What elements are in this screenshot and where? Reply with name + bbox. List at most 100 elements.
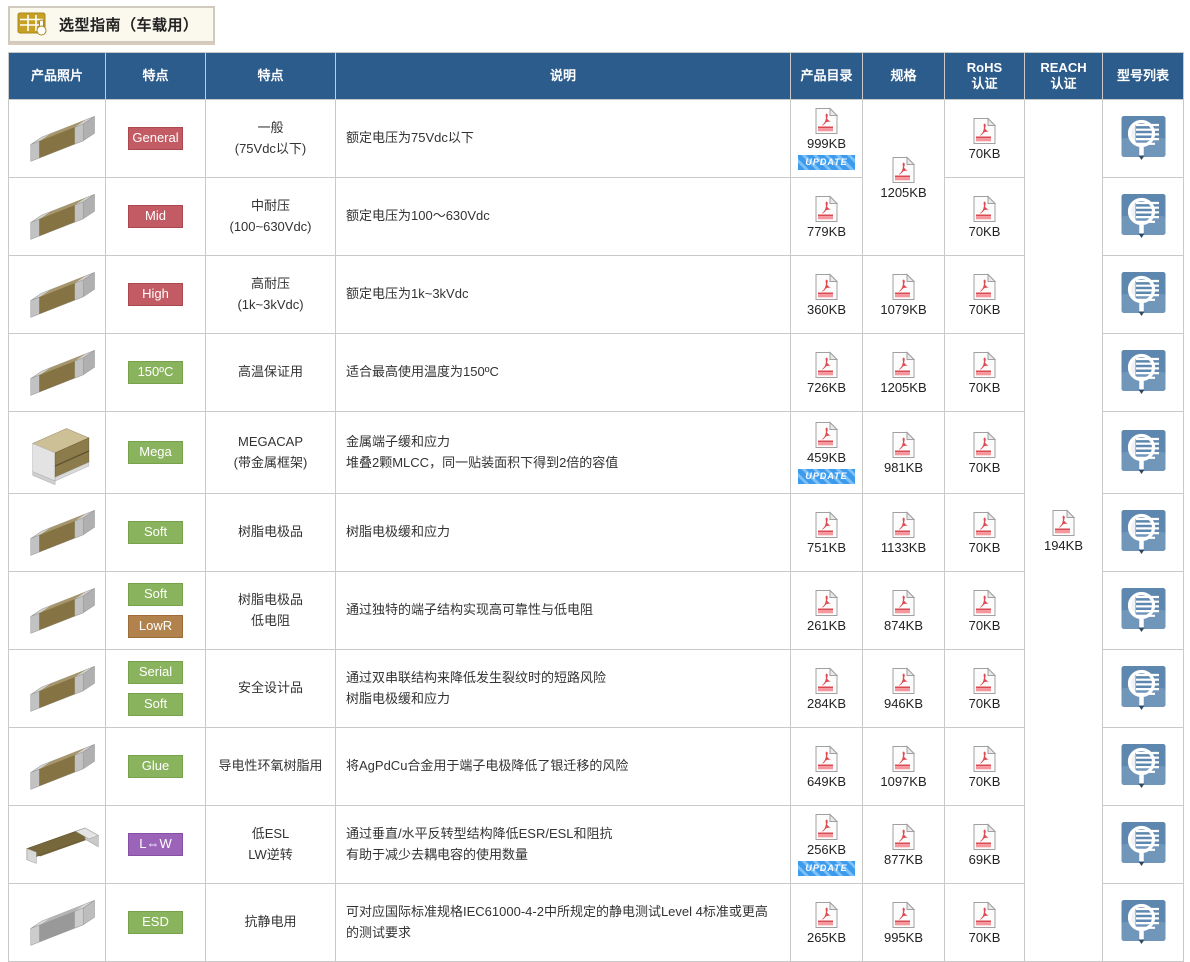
model-list-icon[interactable] bbox=[1120, 428, 1167, 475]
rohs-size: 70KB bbox=[968, 379, 1001, 395]
feature-badge: Soft bbox=[128, 521, 183, 544]
model-list-icon[interactable] bbox=[1120, 898, 1167, 945]
photo-cell bbox=[8, 571, 106, 650]
catalog-pdf-link[interactable]: 360KB bbox=[807, 272, 846, 317]
header-row: 产品照片 特点 特点 说明 产品目录 规格 RoHS 认证 REACH 认证 型… bbox=[8, 52, 1184, 100]
spec-pdf-link[interactable]: 946KB bbox=[883, 666, 924, 711]
catalog-cell: 265KB bbox=[790, 883, 863, 962]
model-list-icon[interactable] bbox=[1120, 586, 1167, 633]
photo-cell bbox=[8, 255, 106, 334]
spec-pdf-link[interactable]: 1205KB bbox=[880, 155, 927, 200]
product-photo-image bbox=[12, 179, 102, 251]
model-cell bbox=[1102, 883, 1184, 962]
photo-cell bbox=[8, 493, 106, 572]
spec-size: 946KB bbox=[883, 695, 924, 711]
model-cell bbox=[1102, 177, 1184, 256]
rohs-pdf-link[interactable]: 70KB bbox=[969, 666, 1000, 711]
spec-pdf-link[interactable]: 874KB bbox=[884, 588, 923, 633]
spec-pdf-link[interactable]: 995KB bbox=[883, 900, 924, 945]
pdf-icon bbox=[972, 588, 997, 617]
feature-cell: 导电性环氧树脂用 bbox=[205, 727, 336, 806]
table-row: Serial Soft 安全设计品 通过双串联结构来降低发生裂纹时的短路风险 树脂… bbox=[8, 649, 1184, 728]
rohs-pdf-link[interactable]: 70KB bbox=[969, 744, 1000, 789]
model-list-icon[interactable] bbox=[1120, 270, 1167, 317]
spec-pdf-link[interactable]: 877KB bbox=[883, 822, 924, 867]
spec-pdf-link[interactable]: 981KB bbox=[883, 430, 924, 475]
rohs-pdf-link[interactable]: 70KB bbox=[968, 194, 1001, 239]
product-photo-image bbox=[12, 335, 102, 407]
spec-pdf-link[interactable]: 1079KB bbox=[880, 272, 927, 317]
page-title: 选型指南（车载用） bbox=[59, 17, 199, 34]
header-model-list: 型号列表 bbox=[1102, 52, 1184, 100]
spec-pdf-link[interactable]: 1205KB bbox=[880, 350, 927, 395]
badge-cell: Mid bbox=[105, 177, 206, 256]
header-spec: 规格 bbox=[862, 52, 945, 100]
pdf-icon bbox=[972, 900, 997, 929]
pdf-icon bbox=[814, 588, 839, 617]
spec-size: 877KB bbox=[883, 851, 924, 867]
spec-size: 1133KB bbox=[880, 539, 927, 555]
spec-cell: 995KB bbox=[862, 883, 945, 962]
spec-size: 995KB bbox=[883, 929, 924, 945]
pdf-icon bbox=[891, 666, 916, 695]
table-row: ESD 抗静电用 可对应国际标准规格IEC61000-4-2中所规定的静电测试L… bbox=[8, 883, 1184, 962]
pdf-icon bbox=[814, 510, 839, 539]
badge-stack: Mega bbox=[128, 441, 183, 464]
rohs-pdf-link[interactable]: 70KB bbox=[969, 510, 1000, 555]
feature-badge: Soft bbox=[128, 583, 183, 606]
model-list-icon[interactable] bbox=[1120, 664, 1167, 711]
pdf-icon bbox=[891, 900, 916, 929]
catalog-pdf-link[interactable]: 649KB bbox=[807, 744, 846, 789]
header-description: 说明 bbox=[335, 52, 791, 100]
pdf-icon bbox=[972, 116, 997, 145]
catalog-pdf-link[interactable]: 261KB bbox=[807, 588, 846, 633]
rohs-pdf-link[interactable]: 70KB bbox=[968, 430, 1001, 475]
catalog-cell: 360KB bbox=[790, 255, 863, 334]
catalog-pdf-link[interactable]: 726KB bbox=[807, 350, 846, 395]
rohs-pdf-link[interactable]: 70KB bbox=[968, 116, 1001, 161]
spec-pdf-link[interactable]: 1097KB bbox=[880, 744, 927, 789]
catalog-pdf-link[interactable]: 265KB bbox=[806, 900, 847, 945]
model-list-icon[interactable] bbox=[1120, 114, 1167, 161]
rohs-size: 70KB bbox=[968, 145, 1001, 161]
page-title-box: 选型指南（车载用） bbox=[8, 6, 215, 43]
rohs-pdf-link[interactable]: 70KB bbox=[969, 272, 1000, 317]
catalog-pdf-link[interactable]: 284KB bbox=[807, 666, 846, 711]
reach-cell: 194KB bbox=[1024, 99, 1103, 962]
table-row: Mega MEGACAP (带金属框架) 金属端子缓和应力 堆叠2颗MLCC，同… bbox=[8, 411, 1184, 494]
rohs-size: 70KB bbox=[968, 459, 1001, 475]
product-photo-image bbox=[12, 257, 102, 329]
catalog-pdf-link[interactable]: 459KB UPDATE bbox=[798, 421, 855, 484]
catalog-pdf-link[interactable]: 751KB bbox=[807, 510, 846, 555]
model-cell bbox=[1102, 255, 1184, 334]
spec-size: 981KB bbox=[883, 459, 924, 475]
model-list-icon[interactable] bbox=[1120, 192, 1167, 239]
catalog-cell: 284KB bbox=[790, 649, 863, 728]
model-list-icon[interactable] bbox=[1120, 348, 1167, 395]
badge-cell: Glue bbox=[105, 727, 206, 806]
model-list-icon[interactable] bbox=[1120, 820, 1167, 867]
product-photo-image bbox=[12, 729, 102, 801]
feature-cell: MEGACAP (带金属框架) bbox=[205, 411, 336, 494]
table-body: General 一般 (75Vdc以下) 额定电压为75Vdc以下 999KB … bbox=[8, 99, 1184, 962]
pdf-icon bbox=[891, 510, 916, 539]
catalog-pdf-link[interactable]: 779KB bbox=[807, 194, 846, 239]
model-list-icon[interactable] bbox=[1120, 508, 1167, 555]
rohs-pdf-link[interactable]: 69KB bbox=[969, 822, 1000, 867]
catalog-pdf-link[interactable]: 256KB UPDATE bbox=[798, 813, 855, 876]
rohs-pdf-link[interactable]: 70KB bbox=[968, 350, 1001, 395]
spec-pdf-link[interactable]: 1133KB bbox=[880, 510, 927, 555]
catalog-size: 265KB bbox=[806, 929, 847, 945]
reach-pdf-link[interactable]: 194KB bbox=[1044, 508, 1083, 553]
rohs-pdf-link[interactable]: 70KB bbox=[969, 900, 1000, 945]
catalog-cell: 649KB bbox=[790, 727, 863, 806]
selection-guide-table: 产品照片 特点 特点 说明 产品目录 规格 RoHS 认证 REACH 认证 型… bbox=[8, 52, 1184, 962]
spec-cell: 981KB bbox=[862, 411, 945, 494]
model-list-icon[interactable] bbox=[1120, 742, 1167, 789]
model-cell bbox=[1102, 411, 1184, 494]
rohs-pdf-link[interactable]: 70KB bbox=[969, 588, 1000, 633]
description-cell: 通过双串联结构来降低发生裂纹时的短路风险 树脂电极缓和应力 bbox=[335, 649, 791, 728]
rohs-size: 70KB bbox=[968, 223, 1001, 239]
catalog-pdf-link[interactable]: 999KB UPDATE bbox=[798, 107, 855, 170]
update-badge: UPDATE bbox=[798, 861, 855, 876]
